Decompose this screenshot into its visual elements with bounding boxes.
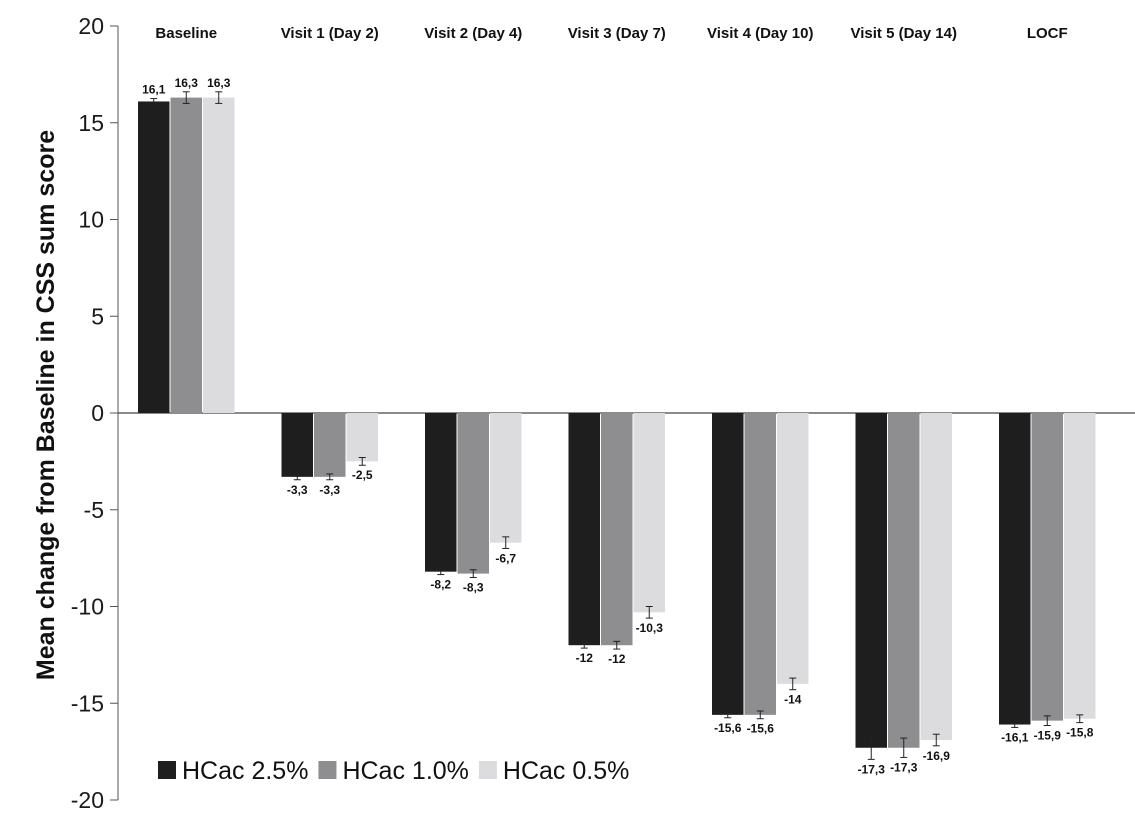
data-label: -3,3 [287,483,308,497]
category-label: Visit 3 (Day 7) [568,25,666,42]
data-label: -12 [608,652,626,666]
bar [712,413,744,715]
data-label: -8,2 [430,578,451,592]
data-label: -15,6 [714,721,742,735]
bar [170,97,202,413]
y-tick-label: -5 [84,497,104,523]
data-label: -10,3 [636,621,664,635]
y-tick-label: 5 [91,303,104,329]
bar [281,413,313,477]
legend-swatch [478,761,497,779]
y-tick-label: 0 [91,400,104,426]
data-label: -2,5 [352,468,373,482]
bar [203,97,235,413]
bar [920,413,952,741]
bar [1064,413,1096,719]
y-tick-label: 15 [78,110,104,136]
category-label: Visit 4 (Day 10) [707,25,813,42]
category-label: Visit 5 (Day 14) [851,25,957,42]
bar [999,413,1031,725]
y-tick-label: -10 [71,594,104,620]
data-labels: 16,1 -3,3 -8,2 -12 -15,6 -17,3 -16,1 16,3 -3,3 -8… [142,76,1094,777]
y-axis-title: Mean change from Baseline in CSS sum sco… [32,130,60,680]
category-label: LOCF [1027,25,1068,42]
bar [138,101,170,413]
category-labels: Baseline Visit 1 (Day 2) Visit 2 (Day 4) Vi… [155,25,1067,42]
data-label: -17,3 [858,762,886,776]
data-label: 16,1 [142,83,166,97]
bar [490,413,522,543]
bar [777,413,809,684]
data-label: -15,9 [1034,729,1062,743]
data-label: -16,9 [923,749,951,763]
bar [314,413,346,477]
y-tick-label: -15 [71,690,104,716]
legend-label: HCac 2.5% [182,757,308,785]
category-label: Baseline [155,25,217,42]
data-label: -17,3 [890,760,918,774]
y-tick-label: -20 [71,787,104,810]
legend-swatch [318,761,337,779]
bar [855,413,887,748]
bars [138,97,1096,748]
legend-label: HCac 0.5% [503,757,629,785]
y-axis: 20 15 10 5 0 -5 -10 -15 -20 [71,13,119,813]
data-label: -15,6 [747,722,775,736]
y-tick-label: 10 [78,207,104,233]
data-label: -16,1 [1001,730,1029,744]
legend: HCac 2.5% HCac 1.0% HCac 0.5% [158,757,629,785]
bar [633,413,665,613]
bar [457,413,489,574]
data-label: -3,3 [319,483,340,497]
data-label: 16,3 [207,76,231,90]
data-label: -14 [784,693,802,707]
bar [568,413,600,646]
error-bars [150,91,1084,760]
legend-swatch [158,761,176,779]
bar [601,413,633,646]
bar [346,413,378,462]
bar [425,413,457,572]
data-label: -15,8 [1066,726,1094,740]
category-label: Visit 2 (Day 4) [424,25,522,42]
bar [744,413,776,715]
y-tick-label: 20 [78,13,104,39]
data-label: -8,3 [463,580,484,594]
category-label: Visit 1 (Day 2) [281,25,379,42]
legend-label: HCac 1.0% [342,757,468,785]
bar [1031,413,1063,721]
data-label: -6,7 [495,551,516,565]
bar [888,413,920,748]
data-label: 16,3 [175,76,199,90]
data-label: -12 [576,651,594,665]
